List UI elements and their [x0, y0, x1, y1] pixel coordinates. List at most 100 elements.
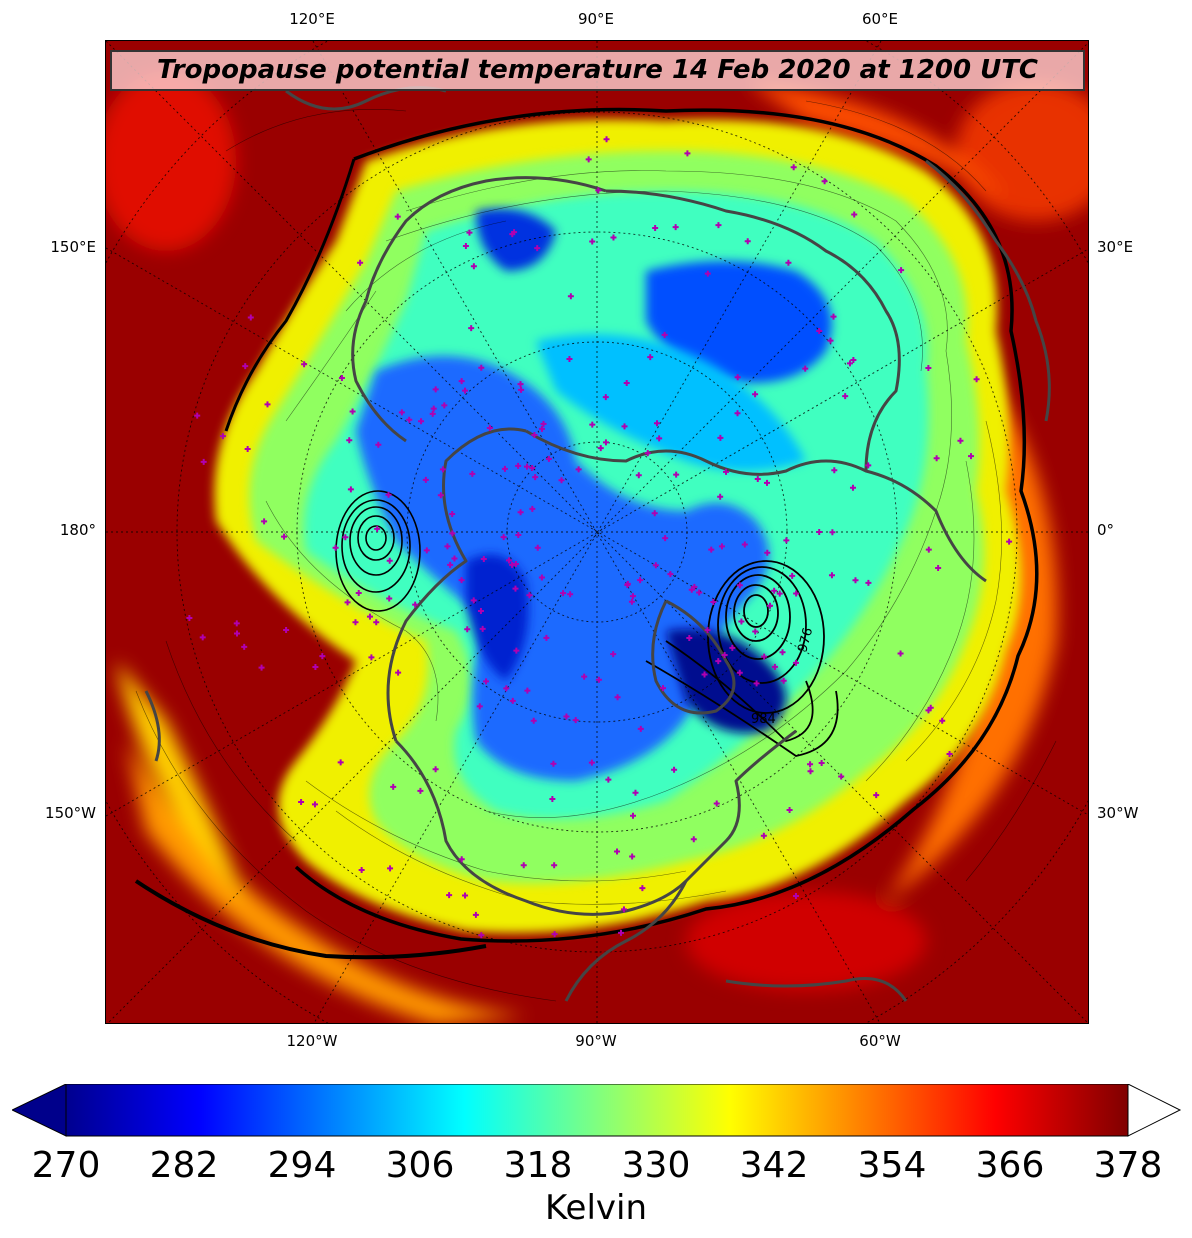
station-marker	[479, 625, 486, 632]
station-marker	[470, 263, 477, 270]
station-marker	[233, 620, 240, 627]
colorbar-tick-354: 354	[857, 1145, 927, 1186]
station-marker	[585, 156, 592, 163]
station-marker	[652, 562, 659, 569]
station-marker	[602, 394, 609, 401]
lon-label-bottom-120w: 120°W	[286, 1032, 338, 1050]
tropopause-theta-map: 984 976	[106, 41, 1088, 1023]
station-marker	[529, 505, 536, 512]
station-marker	[717, 493, 724, 500]
station-marker	[630, 812, 637, 819]
station-marker	[258, 664, 265, 671]
station-marker	[662, 535, 669, 542]
station-marker	[466, 229, 473, 236]
station-marker	[581, 673, 588, 680]
station-marker	[386, 557, 393, 564]
station-marker	[347, 486, 354, 493]
station-marker	[373, 619, 380, 626]
station-marker	[534, 245, 541, 252]
station-marker	[538, 425, 545, 432]
station-marker	[406, 416, 413, 423]
station-marker	[741, 541, 748, 548]
station-marker	[476, 703, 483, 710]
station-marker	[387, 865, 394, 872]
station-marker	[468, 325, 475, 332]
station-marker	[620, 906, 627, 913]
station-marker	[515, 531, 522, 538]
station-marker	[684, 150, 691, 157]
station-marker	[517, 509, 524, 516]
station-marker	[368, 654, 375, 661]
station-marker	[572, 717, 579, 724]
station-marker	[462, 243, 469, 250]
station-marker	[829, 529, 836, 536]
station-marker	[850, 357, 857, 364]
station-marker	[412, 601, 419, 608]
lon-label-left-180: 180°	[59, 521, 96, 539]
station-marker	[736, 582, 743, 589]
station-marker	[873, 792, 880, 799]
station-marker	[505, 557, 512, 564]
station-marker	[439, 466, 446, 473]
station-marker	[458, 378, 465, 385]
station-marker	[509, 561, 516, 568]
station-marker	[771, 587, 778, 594]
station-marker	[597, 445, 604, 452]
lon-label-right-30e: 30°E	[1097, 238, 1134, 256]
station-marker	[524, 687, 531, 694]
station-marker	[501, 465, 508, 472]
station-marker	[865, 462, 872, 469]
station-marker	[503, 685, 510, 692]
station-marker	[968, 453, 975, 460]
cyan-filament	[536, 334, 806, 471]
station-marker	[526, 592, 533, 599]
station-marker	[298, 798, 305, 805]
station-marker	[925, 546, 932, 553]
station-marker	[517, 381, 524, 388]
lon-label-top-120e: 120°E	[289, 10, 335, 28]
station-marker	[852, 577, 859, 584]
station-marker	[831, 467, 838, 474]
station-marker	[602, 439, 609, 446]
station-marker	[458, 856, 465, 863]
station-marker	[637, 577, 644, 584]
station-marker	[349, 408, 356, 415]
station-marker	[639, 885, 646, 892]
station-marker	[701, 671, 708, 678]
station-marker	[691, 583, 698, 590]
station-marker	[637, 725, 644, 732]
station-marker	[897, 650, 904, 657]
station-marker	[540, 420, 547, 427]
colorbar-tick-294: 294	[267, 1145, 337, 1186]
station-marker	[451, 555, 458, 562]
station-marker	[595, 676, 602, 683]
station-marker	[311, 801, 318, 808]
station-marker	[828, 572, 835, 579]
station-marker	[534, 544, 541, 551]
colorbar-tick-330: 330	[621, 1145, 691, 1186]
station-marker	[734, 374, 741, 381]
station-marker	[477, 607, 484, 614]
station-marker	[672, 224, 679, 231]
station-marker	[779, 649, 786, 656]
colorbar-tick-270: 270	[31, 1145, 101, 1186]
colorbar-tick-366: 366	[975, 1145, 1045, 1186]
station-marker	[549, 796, 556, 803]
station-marker	[715, 658, 722, 665]
station-marker	[752, 628, 759, 635]
station-marker	[713, 800, 720, 807]
station-marker	[624, 581, 631, 588]
station-marker	[939, 717, 946, 724]
station-marker	[816, 327, 823, 334]
station-marker	[865, 579, 872, 586]
colorbar-label: Kelvin	[544, 1188, 648, 1228]
station-marker	[802, 365, 809, 372]
station-marker	[558, 477, 565, 484]
graticule	[106, 41, 1088, 1023]
station-marker	[458, 577, 465, 584]
station-marker	[704, 270, 711, 277]
station-marker	[520, 862, 527, 869]
station-marker	[610, 234, 617, 241]
station-marker	[729, 644, 736, 651]
station-marker	[449, 530, 456, 537]
